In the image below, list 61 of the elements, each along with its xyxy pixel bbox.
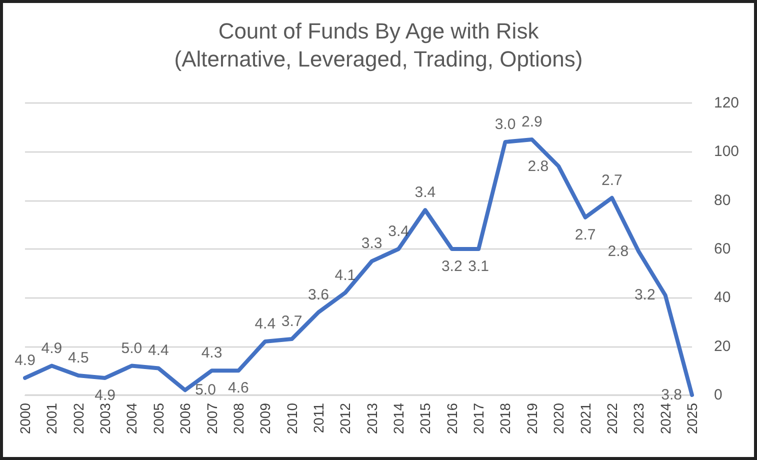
annotation: 3.6 xyxy=(308,286,329,304)
x-tick-label: 2022 xyxy=(604,402,620,434)
annotation: 4.5 xyxy=(68,350,89,367)
y-tick-label: 60 xyxy=(714,240,731,258)
x-tick-label: 2011 xyxy=(310,402,326,434)
annotation: 5.0 xyxy=(195,382,216,399)
annotation: 4.9 xyxy=(94,386,116,404)
annotation: 3.2 xyxy=(634,286,656,304)
annotation: 2.8 xyxy=(528,158,549,175)
x-tick-label: 2023 xyxy=(630,402,647,434)
annotation: 5.0 xyxy=(121,340,142,357)
y-tick-label: 20 xyxy=(714,338,731,355)
annotation: 4.4 xyxy=(254,315,276,332)
annotation: 3.3 xyxy=(361,235,382,252)
y-tick-label: 0 xyxy=(714,386,722,404)
annotation: 3.8 xyxy=(661,386,682,404)
x-tick-label: 2002 xyxy=(70,402,86,434)
annotation: 3.4 xyxy=(414,184,436,202)
y-tick-label: 120 xyxy=(714,94,740,112)
annotation: 3.7 xyxy=(281,313,302,330)
annotation: 2.7 xyxy=(574,226,596,244)
y-tick-label: 80 xyxy=(714,192,731,209)
x-tick-label: 2025 xyxy=(684,402,700,434)
annotation: 3.4 xyxy=(388,223,409,240)
annotation: 4.4 xyxy=(148,342,169,360)
x-tick-label: 2024 xyxy=(657,402,674,434)
x-tick-label: 2006 xyxy=(177,402,194,434)
x-tick-label: 2009 xyxy=(257,402,274,434)
annotation: 3.1 xyxy=(468,258,489,275)
x-tick-label: 2021 xyxy=(577,402,594,434)
annotation: 2.8 xyxy=(608,242,629,260)
y-tick-label: 40 xyxy=(714,289,731,306)
x-tick-label: 2015 xyxy=(417,402,434,434)
x-tick-label: 2018 xyxy=(497,402,514,434)
annotation: 4.9 xyxy=(14,352,36,369)
annotation: 4.3 xyxy=(201,344,222,362)
x-tick-label: 2020 xyxy=(550,402,567,434)
annotation: 2.9 xyxy=(521,114,542,130)
x-tick-label: 2010 xyxy=(284,402,300,434)
chart-title: Count of Funds By Age with Risk xyxy=(218,18,540,44)
annotation: 4.9 xyxy=(41,340,62,357)
x-tick-label: 2013 xyxy=(364,402,380,434)
annotation: 4.1 xyxy=(334,266,356,284)
annotation: 2.7 xyxy=(602,172,622,189)
x-tick-label: 2001 xyxy=(44,402,60,434)
x-tick-label: 2014 xyxy=(390,402,407,434)
x-tick-label: 2000 xyxy=(17,402,33,434)
x-tick-label: 2004 xyxy=(124,402,140,434)
annotation: 3.2 xyxy=(441,258,462,275)
x-tick-label: 2008 xyxy=(230,402,246,434)
x-tick-label: 2017 xyxy=(470,402,487,434)
annotation: 3.0 xyxy=(494,116,516,133)
y-tick-label: 100 xyxy=(714,143,740,160)
chart-subtitle: (Alternative, Leveraged, Trading, Options) xyxy=(174,46,583,72)
annotation: 4.6 xyxy=(228,380,249,397)
x-tick-label: 2003 xyxy=(97,402,114,434)
x-tick-label: 2012 xyxy=(337,402,354,434)
x-tick-label: 2019 xyxy=(524,402,540,434)
x-tick-label: 2007 xyxy=(204,402,220,434)
x-tick-label: 2016 xyxy=(444,402,460,434)
x-tick-label: 2005 xyxy=(150,402,166,434)
